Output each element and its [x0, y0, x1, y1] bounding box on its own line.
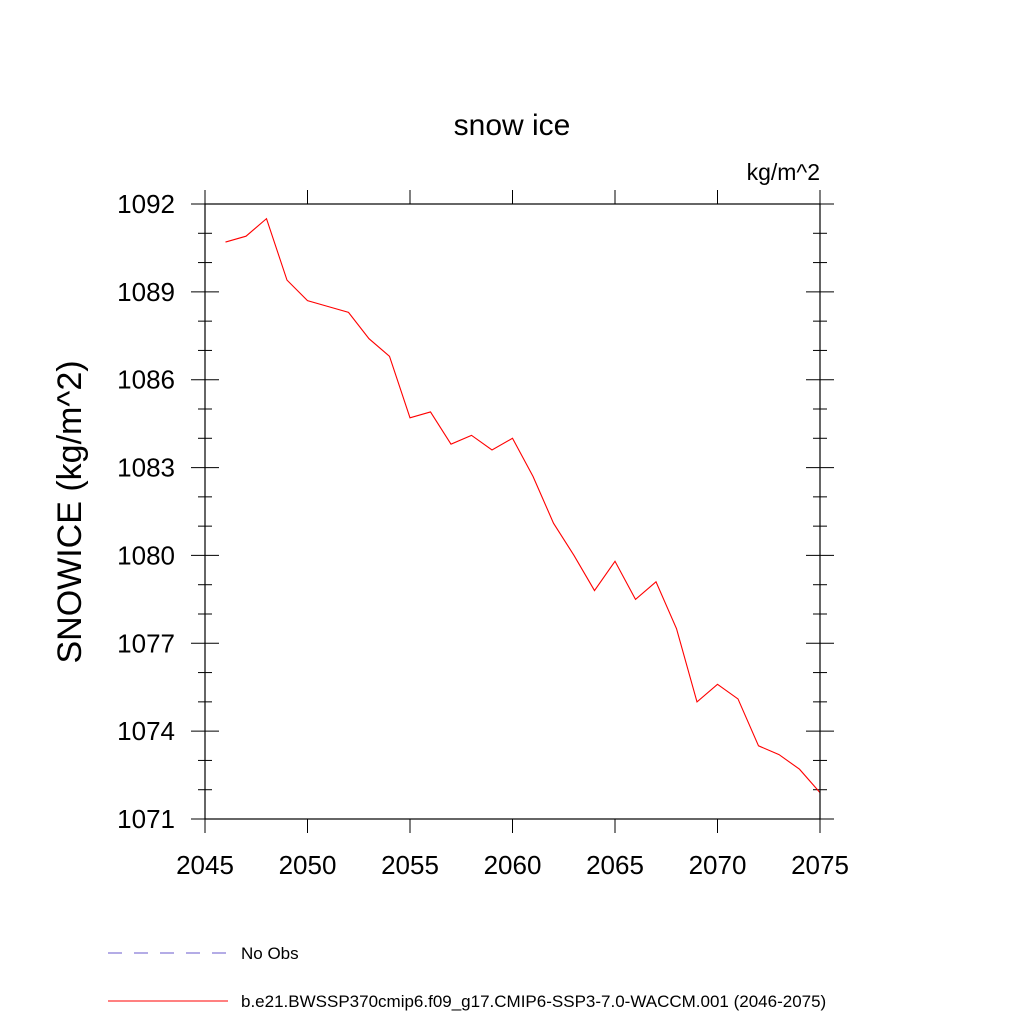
y-axis-label: SNOWICE (kg/m^2)	[51, 360, 89, 663]
y-tick-label: 1080	[117, 540, 175, 570]
x-tick-label: 2070	[689, 850, 747, 880]
y-tick-label: 1092	[117, 189, 175, 219]
chart-title: snow ice	[454, 109, 571, 142]
x-tick-label: 2065	[586, 850, 644, 880]
x-tick-label: 2045	[176, 850, 234, 880]
y-tick-label: 1071	[117, 804, 175, 834]
legend: No Obs b.e21.BWSSP370cmip6.f09_g17.CMIP6-…	[108, 944, 826, 1011]
y-tick-label: 1074	[117, 716, 175, 746]
x-tick-label: 2055	[381, 850, 439, 880]
axis-ticks	[191, 190, 834, 833]
x-tick-label: 2075	[791, 850, 849, 880]
legend-label: No Obs	[241, 944, 299, 963]
y-tick-label: 1086	[117, 365, 175, 395]
x-tick-label: 2060	[484, 850, 542, 880]
y-tick-label: 1089	[117, 277, 175, 307]
series-line	[225, 217, 821, 794]
y-tick-label: 1077	[117, 628, 175, 658]
legend-label: b.e21.BWSSP370cmip6.f09_g17.CMIP6-SSP3-7…	[241, 992, 826, 1011]
units-label: kg/m^2	[747, 159, 820, 185]
y-tick-label: 1083	[117, 453, 175, 483]
x-tick-label: 2050	[279, 850, 337, 880]
axis-tick-labels: 2045 2050 2055 2060 2065 2070 2075 1071 1074 1077…	[117, 189, 849, 880]
plot-frame	[204, 203, 821, 820]
